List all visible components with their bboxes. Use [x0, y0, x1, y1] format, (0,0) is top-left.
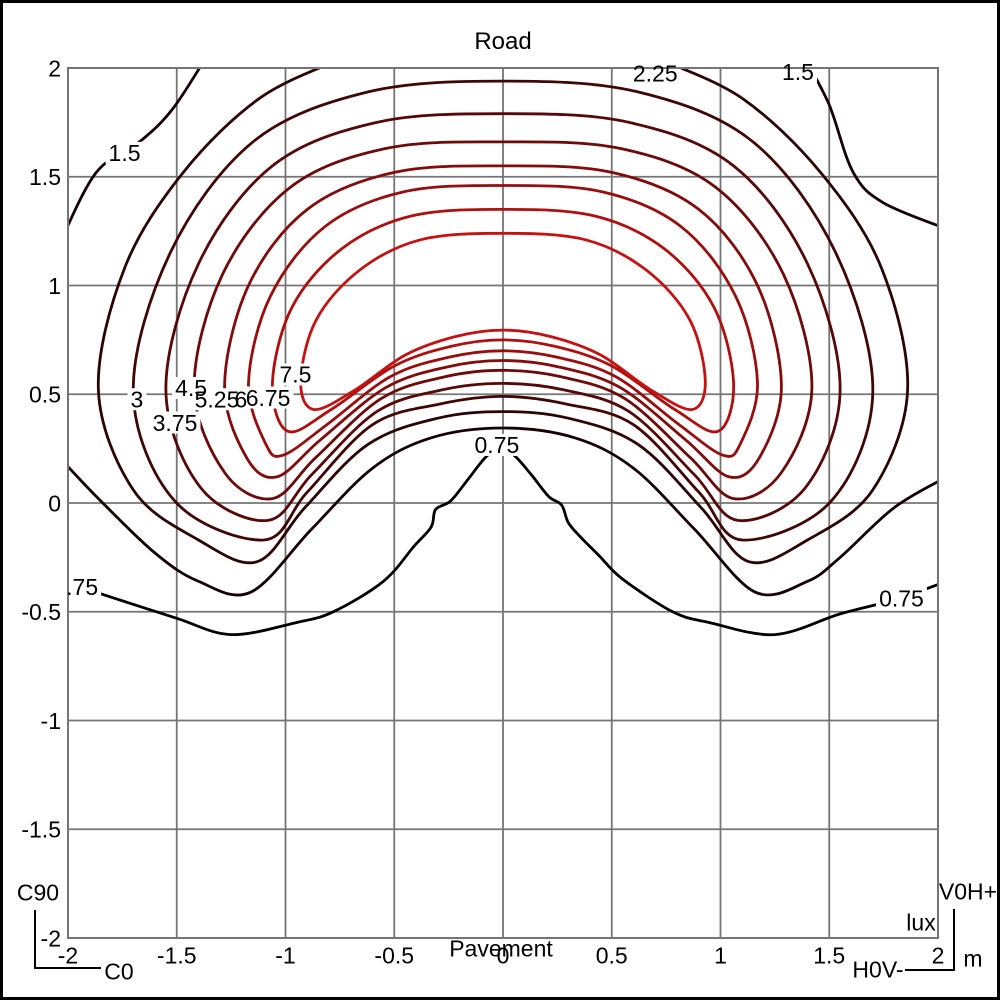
meter-unit-label: m [963, 945, 983, 972]
contour-label-halo [471, 433, 523, 456]
c90-axis-label: C90 [16, 879, 60, 906]
contour-label-halo [276, 363, 315, 386]
x-tick-label: -1.5 [157, 942, 197, 968]
contour-line-6 [247, 184, 759, 458]
contour-line-1.5 [68, 68, 202, 229]
y-tick-label: -0.5 [21, 599, 61, 625]
contour-line-1.5 [68, 426, 938, 597]
contour-line-1.5 [808, 68, 938, 228]
y-tick-label: -2 [41, 925, 61, 951]
chart-title: Road [474, 28, 532, 55]
contour-label-halos [68, 68, 927, 610]
contour-line-3.75 [164, 112, 842, 522]
lux-unit-label: lux [906, 909, 936, 936]
v0h-axis-label: V0H+ [938, 878, 998, 905]
x-tick-label: -0.5 [374, 942, 414, 968]
contour-line-4.5 [192, 140, 814, 501]
x-tick-label: -1 [275, 942, 295, 968]
y-tick-label: -1.5 [21, 817, 61, 843]
contour-plot-svg: .75 0.75 0.75 1.5 1.5 2.25 3 3.75 4.55.2566.757.… [21, 55, 955, 971]
contour-label-halo [68, 575, 102, 598]
contour-label-0.75: .75 [66, 574, 98, 600]
y-tick-label: 2 [48, 55, 61, 81]
contour-label-5.25: 5.25 [195, 387, 240, 413]
contour-lines [68, 68, 938, 637]
x-tick-label: -2 [58, 942, 78, 968]
contour-line-3 [131, 79, 875, 542]
x-tick-label: 0.5 [596, 942, 628, 968]
y-tick-label: 1 [48, 273, 61, 299]
y-tick-label: 0.5 [29, 382, 61, 408]
contour-label-6.75: 6.75 [246, 385, 291, 411]
h0v-axis-label: H0V- [852, 956, 904, 983]
grid [67, 67, 939, 939]
contour-label-7.5: 7.5 [280, 362, 312, 388]
y-tick-label: 1.5 [29, 164, 61, 190]
contour-label-halo [127, 388, 147, 411]
contour-line-7.5 [299, 231, 707, 411]
contour-label-halo [191, 388, 243, 411]
y-tick-label: -1 [41, 708, 61, 734]
contour-label-0.75: 0.75 [879, 585, 924, 611]
contour-label-4.5: 4.5 [175, 375, 207, 401]
contour-labels: .75 0.75 0.75 1.5 1.5 2.25 3 3.75 4.55.2566.757.… [66, 59, 924, 611]
contour-line-2.25 [96, 68, 910, 565]
contour-label-halo [242, 386, 294, 409]
contour-label-halo [778, 68, 817, 83]
x-tick-label: 2 [932, 942, 945, 968]
contour-label-1.5: 1.5 [109, 140, 141, 166]
contour-label-2.25: 2.25 [633, 60, 678, 86]
contour-label-6: 6 [235, 387, 248, 413]
x-tick-label: 1.5 [813, 942, 845, 968]
contour-label-halo [876, 587, 927, 610]
axis-ticks: 2 1.5 1 0.5 0 -0.5 -1 -1.5 -2-2 -1.5 -1 -0.5 0 0.5 1 1.… [21, 55, 944, 968]
contour-line-6.75 [270, 208, 736, 434]
c90-c0-bracket-line [34, 910, 101, 969]
x-tick-label: 0 [497, 942, 510, 968]
contour-label-3: 3 [131, 387, 144, 413]
contour-label-1.5: 1.5 [782, 59, 814, 85]
contour-label-halo [629, 68, 681, 85]
c0-axis-label: C0 [104, 958, 134, 985]
contour-label-halo [105, 141, 144, 164]
pavement-label: Pavement [449, 935, 553, 962]
contour-label-3.75: 3.75 [153, 410, 198, 436]
y-tick-label: 0 [48, 490, 61, 516]
contour-label-halo [149, 411, 201, 434]
plot-frame [67, 67, 939, 939]
x-tick-label: 1 [714, 942, 727, 968]
h0v-v0h-bracket-line [905, 909, 955, 971]
contour-label-0.75: 0.75 [475, 432, 520, 458]
contour-line-5.25 [223, 164, 783, 479]
